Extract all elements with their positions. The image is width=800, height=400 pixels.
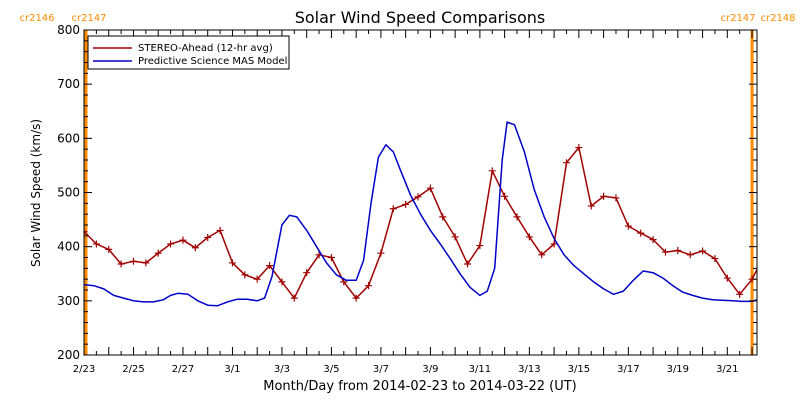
x-tick-label: 3/5 xyxy=(323,364,339,375)
data-point-stereo xyxy=(228,259,236,267)
x-tick-label: 2/23 xyxy=(73,364,95,375)
x-tick-label: 3/19 xyxy=(667,364,689,375)
data-point-stereo xyxy=(92,240,100,248)
data-point-stereo xyxy=(686,251,694,259)
x-tick-label: 3/17 xyxy=(617,364,639,375)
data-point-stereo xyxy=(327,254,335,261)
data-point-stereo xyxy=(377,249,385,257)
x-tick-label: 3/9 xyxy=(422,364,438,375)
data-point-stereo xyxy=(476,242,484,250)
data-point-stereo xyxy=(142,259,150,267)
x-tick-label: 3/7 xyxy=(373,364,389,375)
y-tick-label: 400 xyxy=(57,240,80,254)
data-point-stereo xyxy=(278,278,286,286)
data-point-stereo xyxy=(464,260,472,268)
chart-title: Solar Wind Speed Comparisons xyxy=(295,8,546,27)
y-tick-label: 300 xyxy=(57,294,80,308)
data-point-stereo xyxy=(167,240,175,248)
data-point-stereo xyxy=(241,271,249,279)
series-line-model xyxy=(84,121,757,307)
data-point-stereo xyxy=(389,205,397,213)
data-point-stereo xyxy=(600,192,608,200)
data-point-stereo xyxy=(612,194,620,202)
data-point-stereo xyxy=(550,240,558,248)
carrington-label-right-previous: cr2147 xyxy=(720,13,755,24)
carrington-label-left-next: cr2147 xyxy=(71,13,106,24)
x-axis-label: Month/Day from 2014-02-23 to 2014-03-22 … xyxy=(263,379,576,394)
data-point-stereo xyxy=(661,248,669,256)
legend: STEREO-Ahead (12-hr avg) Predictive Scie… xyxy=(87,35,290,70)
data-point-stereo xyxy=(525,233,533,241)
data-point-stereo xyxy=(402,200,410,208)
x-tick-label: 2/25 xyxy=(122,364,144,375)
data-point-stereo xyxy=(303,269,311,277)
data-point-stereo xyxy=(266,262,274,270)
y-axis-label: Solar Wind Speed (km/s) xyxy=(29,119,43,267)
x-tick-label: 3/3 xyxy=(274,364,290,375)
data-point-stereo xyxy=(513,213,521,221)
legend-label-stereo: STEREO-Ahead (12-hr avg) xyxy=(138,43,273,54)
data-point-stereo xyxy=(711,255,719,263)
x-tick-label: 3/11 xyxy=(469,364,491,375)
data-point-stereo xyxy=(451,233,459,241)
series-group xyxy=(84,121,757,307)
data-point-stereo xyxy=(699,247,707,255)
data-point-stereo xyxy=(84,228,88,235)
x-tick-label: 3/15 xyxy=(568,364,590,375)
data-point-stereo xyxy=(191,244,199,252)
data-point-stereo xyxy=(562,159,570,167)
y-tick-label: 800 xyxy=(57,23,80,37)
data-point-stereo xyxy=(723,274,731,282)
data-point-stereo xyxy=(439,213,447,221)
y-tick-label: 600 xyxy=(57,131,80,145)
legend-box xyxy=(87,35,290,70)
data-point-stereo xyxy=(538,251,546,259)
data-point-stereo xyxy=(129,257,137,265)
data-point-stereo xyxy=(216,226,224,234)
data-point-stereo xyxy=(105,245,113,253)
data-point-stereo xyxy=(290,294,298,302)
data-point-stereo xyxy=(179,236,187,244)
data-point-stereo xyxy=(501,192,509,200)
data-point-stereo xyxy=(365,282,373,290)
data-point-stereo xyxy=(352,294,360,302)
carrington-label-right-next: cr2148 xyxy=(760,13,795,24)
data-point-stereo xyxy=(624,222,632,230)
data-point-stereo xyxy=(649,236,657,244)
data-point-stereo xyxy=(426,184,434,192)
axis-ticks: 200 300 400 500 600 700 800 2/23 2/25 2/27 3/1 3/3 3… xyxy=(57,23,757,375)
x-tick-label: 3/1 xyxy=(224,364,240,375)
data-point-stereo xyxy=(117,260,125,268)
data-point-stereo xyxy=(204,233,212,241)
data-point-stereo xyxy=(637,229,645,237)
data-point-stereo xyxy=(587,202,595,210)
data-point-stereo xyxy=(253,275,261,283)
data-point-stereo xyxy=(736,290,744,298)
data-point-stereo xyxy=(414,193,422,201)
data-point-stereo xyxy=(575,144,583,152)
data-point-stereo xyxy=(488,167,496,175)
x-tick-label: 3/21 xyxy=(716,364,738,375)
x-tick-label: 2/27 xyxy=(172,364,194,375)
data-point-stereo xyxy=(674,246,682,254)
y-tick-label: 500 xyxy=(57,186,80,200)
legend-label-model: Predictive Science MAS Model xyxy=(138,56,287,67)
y-tick-label: 200 xyxy=(57,348,80,362)
carrington-label-left-previous: cr2146 xyxy=(19,13,54,24)
x-tick-label: 3/13 xyxy=(518,364,540,375)
y-tick-label: 700 xyxy=(57,77,80,91)
data-point-stereo xyxy=(154,249,162,257)
